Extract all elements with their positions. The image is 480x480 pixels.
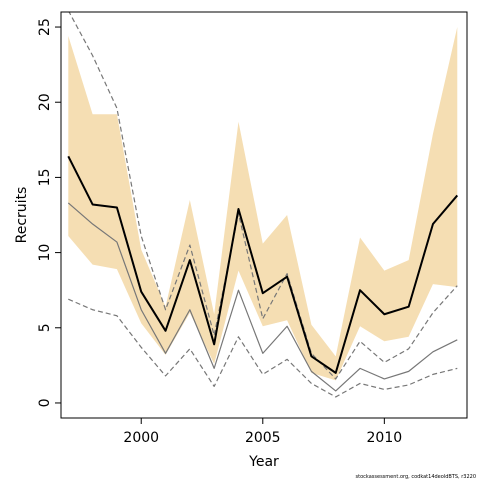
series-line-grey <box>67 202 458 392</box>
y-axis: 0 5 10 15 20 25 <box>37 18 62 408</box>
y-tick-label: 15 <box>37 168 53 186</box>
y-tick-label: 20 <box>37 93 53 111</box>
x-axis: 2000 2005 2010 <box>123 417 403 446</box>
x-tick-label: 2000 <box>123 430 159 446</box>
series-line-dashed <box>68 12 458 380</box>
y-tick-label: 0 <box>37 399 53 408</box>
series-line-main <box>67 155 459 374</box>
x-tick-label: 2010 <box>367 430 403 446</box>
x-tick-label: 2005 <box>245 430 281 446</box>
y-axis-title: Recruits <box>14 187 30 244</box>
series-lines-layer <box>67 12 459 398</box>
y-tick-label: 5 <box>37 323 53 332</box>
x-axis-title: Year <box>248 454 279 470</box>
footnote: stockassessment.org, codkat14deoldBTS, r… <box>356 474 476 480</box>
y-tick-label: 10 <box>37 244 53 262</box>
y-tick-label: 25 <box>37 18 53 36</box>
